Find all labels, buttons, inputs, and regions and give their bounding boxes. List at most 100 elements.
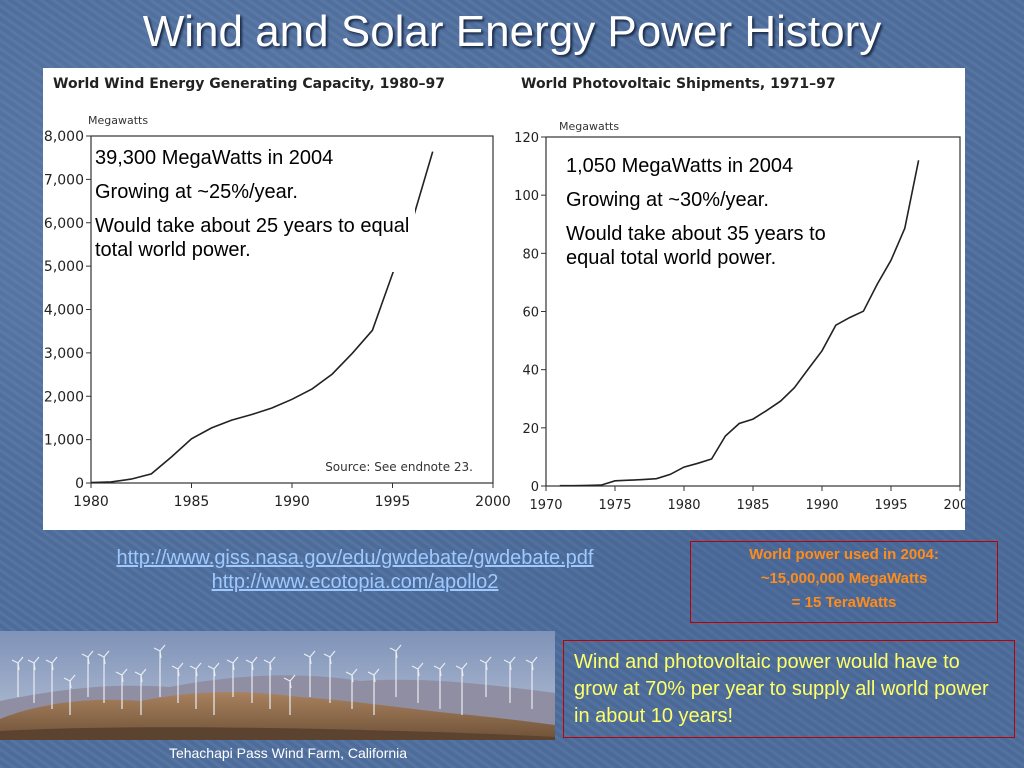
- turbine-blade: [189, 665, 197, 670]
- turbine-blade: [195, 668, 198, 677]
- turbine-blade: [103, 656, 106, 665]
- turbine-blade: [485, 656, 492, 664]
- turbine-blade: [373, 674, 376, 683]
- turbine-blade: [503, 659, 511, 664]
- solar-ylabel: Megawatts: [559, 120, 619, 133]
- turbine-blade: [525, 659, 533, 664]
- turbine-blade: [195, 662, 202, 670]
- solar-ytick-label: 120: [514, 131, 539, 146]
- turbine-blade: [121, 668, 128, 676]
- turbine-blade: [303, 653, 311, 658]
- wind-growth-rate: Growing at ~25%/year.: [95, 181, 298, 203]
- turbine-blade: [509, 656, 516, 664]
- wind-xtick-label: 2000: [475, 494, 511, 510]
- turbine-blade: [433, 665, 441, 670]
- solar-xtick-label: 1985: [736, 498, 769, 513]
- turbine-blade: [103, 650, 110, 658]
- solar-chart-title: World Photovoltaic Shipments, 1971–97: [521, 76, 836, 92]
- turbine-blade: [439, 668, 442, 677]
- solar-xtick-label: 2000: [943, 498, 965, 513]
- wind-xtick-label: 1990: [274, 494, 310, 510]
- turbine-blade: [329, 656, 332, 665]
- turbine-blade: [171, 665, 179, 670]
- solar-xtick-label: 1975: [598, 498, 631, 513]
- solar-annotation: 1,050 MegaWatts in 2004 Growing at ~30%/…: [566, 154, 876, 280]
- wind-chart-title: World Wind Energy Generating Capacity, 1…: [53, 76, 445, 92]
- ecotopia-link[interactable]: http://www.ecotopia.com/apollo2: [211, 571, 499, 593]
- turbine-blade: [51, 662, 54, 671]
- solar-capacity-2004: 1,050 MegaWatts in 2004: [566, 155, 794, 177]
- turbine-blade: [213, 668, 216, 677]
- turbine-blade: [159, 644, 166, 652]
- turbine-blade: [140, 668, 147, 676]
- solar-xtick-label: 1995: [874, 498, 907, 513]
- wind-ytick-label: 8,000: [44, 129, 84, 145]
- turbine-blade: [395, 650, 398, 659]
- solar-ytick-label: 0: [531, 480, 539, 495]
- turbine-blade: [345, 671, 353, 676]
- wind-ytick-label: 6,000: [44, 216, 84, 232]
- charts-svg: World Wind Energy Generating Capacity, 1…: [44, 76, 965, 513]
- turbine-blade: [17, 656, 24, 664]
- wind-ytick-label: 5,000: [44, 259, 84, 275]
- turbine-blade: [140, 674, 143, 683]
- turbine-blade: [45, 659, 53, 664]
- turbine-blade: [461, 662, 468, 670]
- turbine-blade: [455, 665, 463, 670]
- photo-caption: Tehachapi Pass Wind Farm, California: [168, 745, 408, 761]
- turbine-blade: [461, 668, 464, 677]
- wind-series-line: [90, 151, 434, 484]
- turbine-blade: [309, 650, 316, 658]
- wind-ytick-label: 7,000: [44, 172, 84, 188]
- turbine-blade: [329, 650, 336, 658]
- turbine-blade: [251, 662, 254, 671]
- wind-xtick-label: 1980: [73, 494, 109, 510]
- wind-ylabel: Megawatts: [88, 114, 148, 127]
- turbine-blade: [283, 677, 291, 682]
- turbine-blade: [27, 659, 35, 664]
- turbine-blade: [97, 653, 105, 658]
- world-power-terawatts: = 15 TeraWatts: [791, 594, 897, 611]
- turbine-blade: [289, 674, 296, 682]
- turbine-blade: [87, 650, 94, 658]
- turbine-blade: [269, 656, 276, 664]
- turbine-blade: [159, 650, 162, 659]
- wind-ytick-label: 3,000: [44, 346, 84, 362]
- turbine-blade: [115, 671, 123, 676]
- turbine-blade: [351, 674, 354, 683]
- turbine-blade: [479, 659, 487, 664]
- wind-capacity-2004: 39,300 MegaWatts in 2004: [95, 147, 334, 169]
- turbine-blade: [17, 662, 20, 671]
- turbine-blade: [367, 671, 375, 676]
- turbine-blade: [351, 668, 358, 676]
- wind-source-note: Source: See endnote 23.: [325, 460, 473, 474]
- solar-xtick-label: 1980: [667, 498, 700, 513]
- solar-xtick-label: 1970: [529, 498, 562, 513]
- growth-note-box: Wind and photovoltaic power would have t…: [563, 640, 1015, 738]
- solar-ytick-label: 80: [522, 247, 539, 262]
- turbine-blade: [251, 656, 258, 664]
- turbine-blade: [245, 659, 253, 664]
- wind-xtick-label: 1985: [174, 494, 210, 510]
- giss-link[interactable]: http://www.giss.nasa.gov/edu/gwdebate/gw…: [116, 547, 594, 569]
- turbine-blade: [213, 662, 220, 670]
- turbine-blade: [51, 656, 58, 664]
- turbine-blade: [153, 647, 161, 652]
- reference-links: http://www.giss.nasa.gov/edu/gwdebate/gw…: [40, 546, 670, 594]
- turbine-blade: [531, 656, 538, 664]
- turbine-blade: [509, 662, 512, 671]
- turbine-blade: [33, 662, 36, 671]
- slide-title: Wind and Solar Energy Power History: [142, 7, 882, 56]
- turbine-blade: [309, 656, 312, 665]
- wind-xtick-label: 1995: [375, 494, 411, 510]
- turbine-blade: [232, 662, 235, 671]
- turbine-blade: [177, 668, 180, 677]
- turbine-blade: [263, 659, 271, 664]
- wind-ytick-label: 1,000: [44, 433, 84, 449]
- solar-years-estimate: Would take about 35 years to equal total…: [566, 223, 826, 269]
- turbine-blade: [289, 680, 292, 689]
- turbine-blade: [33, 656, 40, 664]
- turbine-blade: [87, 656, 90, 665]
- turbine-blade: [389, 647, 397, 652]
- wind-annotation: 39,300 MegaWatts in 2004 Growing at ~25%…: [95, 146, 415, 272]
